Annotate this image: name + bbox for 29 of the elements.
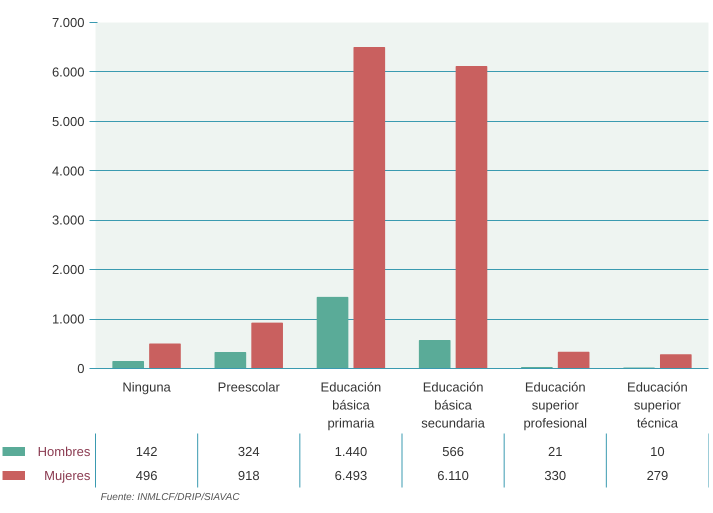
data-label: 21 [548,444,562,459]
data-label: 1.440 [334,444,368,459]
data-label: 324 [238,444,260,459]
data-label: 279 [646,468,668,483]
x-tick-label: Educación superior técnica [627,380,688,430]
y-tick-label: 6.000 [52,64,85,80]
data-label: 566 [442,444,464,459]
y-tick-label: 2.000 [52,262,85,278]
x-tick-label: Educación básica secundaria [421,380,486,430]
y-tick-label: 4.000 [52,163,85,178]
legend-label: Hombres [38,444,91,459]
y-tick-label: 1.000 [52,312,85,327]
data-label: 10 [650,444,665,459]
x-tick-label: Preescolar [218,380,280,394]
y-tick-label: 0 [77,361,85,376]
x-tick-label: Educación básica primaria [320,380,382,430]
legend-label: Mujeres [44,468,91,483]
source-note: Fuente: INMLCF/DRIP/SIAVAC [100,492,240,503]
x-tick-label: Ninguna [122,380,172,394]
x-tick-label: Educación superior profesional [523,380,588,430]
data-label: 142 [136,444,158,459]
data-label: 6.493 [334,468,368,483]
y-tick-label: 7.000 [52,15,85,30]
data-label: 918 [238,468,260,483]
data-label: 330 [544,468,566,483]
y-tick-label: 5.000 [52,114,85,129]
data-label: 6.110 [437,468,469,483]
y-tick-label: 3.000 [52,212,85,228]
data-label: 496 [136,468,158,483]
